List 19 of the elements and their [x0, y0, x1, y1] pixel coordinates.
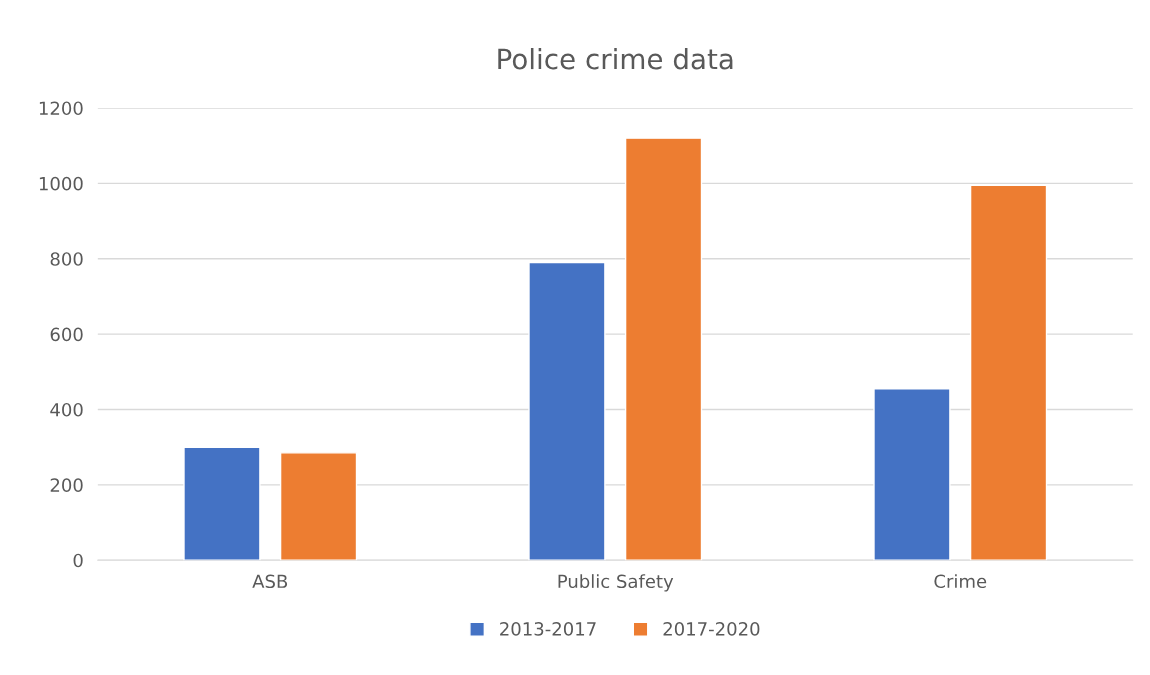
- bar: [873, 388, 951, 561]
- chart-title: Police crime data: [498, 48, 733, 70]
- x-tick-label: Public Safety: [558, 574, 674, 592]
- y-tick-label: 400: [50, 402, 83, 417]
- x-tick-label: ASB: [252, 574, 288, 589]
- y-tick-label: 200: [50, 478, 83, 492]
- bar: [528, 261, 606, 561]
- y-tick-label: 1000: [39, 176, 83, 191]
- y-tick-label: 0: [73, 553, 83, 568]
- y-tick-label: 1200: [39, 101, 83, 116]
- bar: [624, 137, 703, 561]
- legend-label: 2017-2020: [663, 622, 760, 636]
- bar: [969, 184, 1048, 561]
- y-tick-label: 800: [50, 252, 83, 266]
- y-tick-label: 600: [50, 327, 83, 342]
- x-tick-label: Crime: [934, 574, 987, 589]
- legend-label: 2013-2017: [500, 622, 596, 636]
- bar: [279, 452, 358, 561]
- bar: [183, 446, 261, 561]
